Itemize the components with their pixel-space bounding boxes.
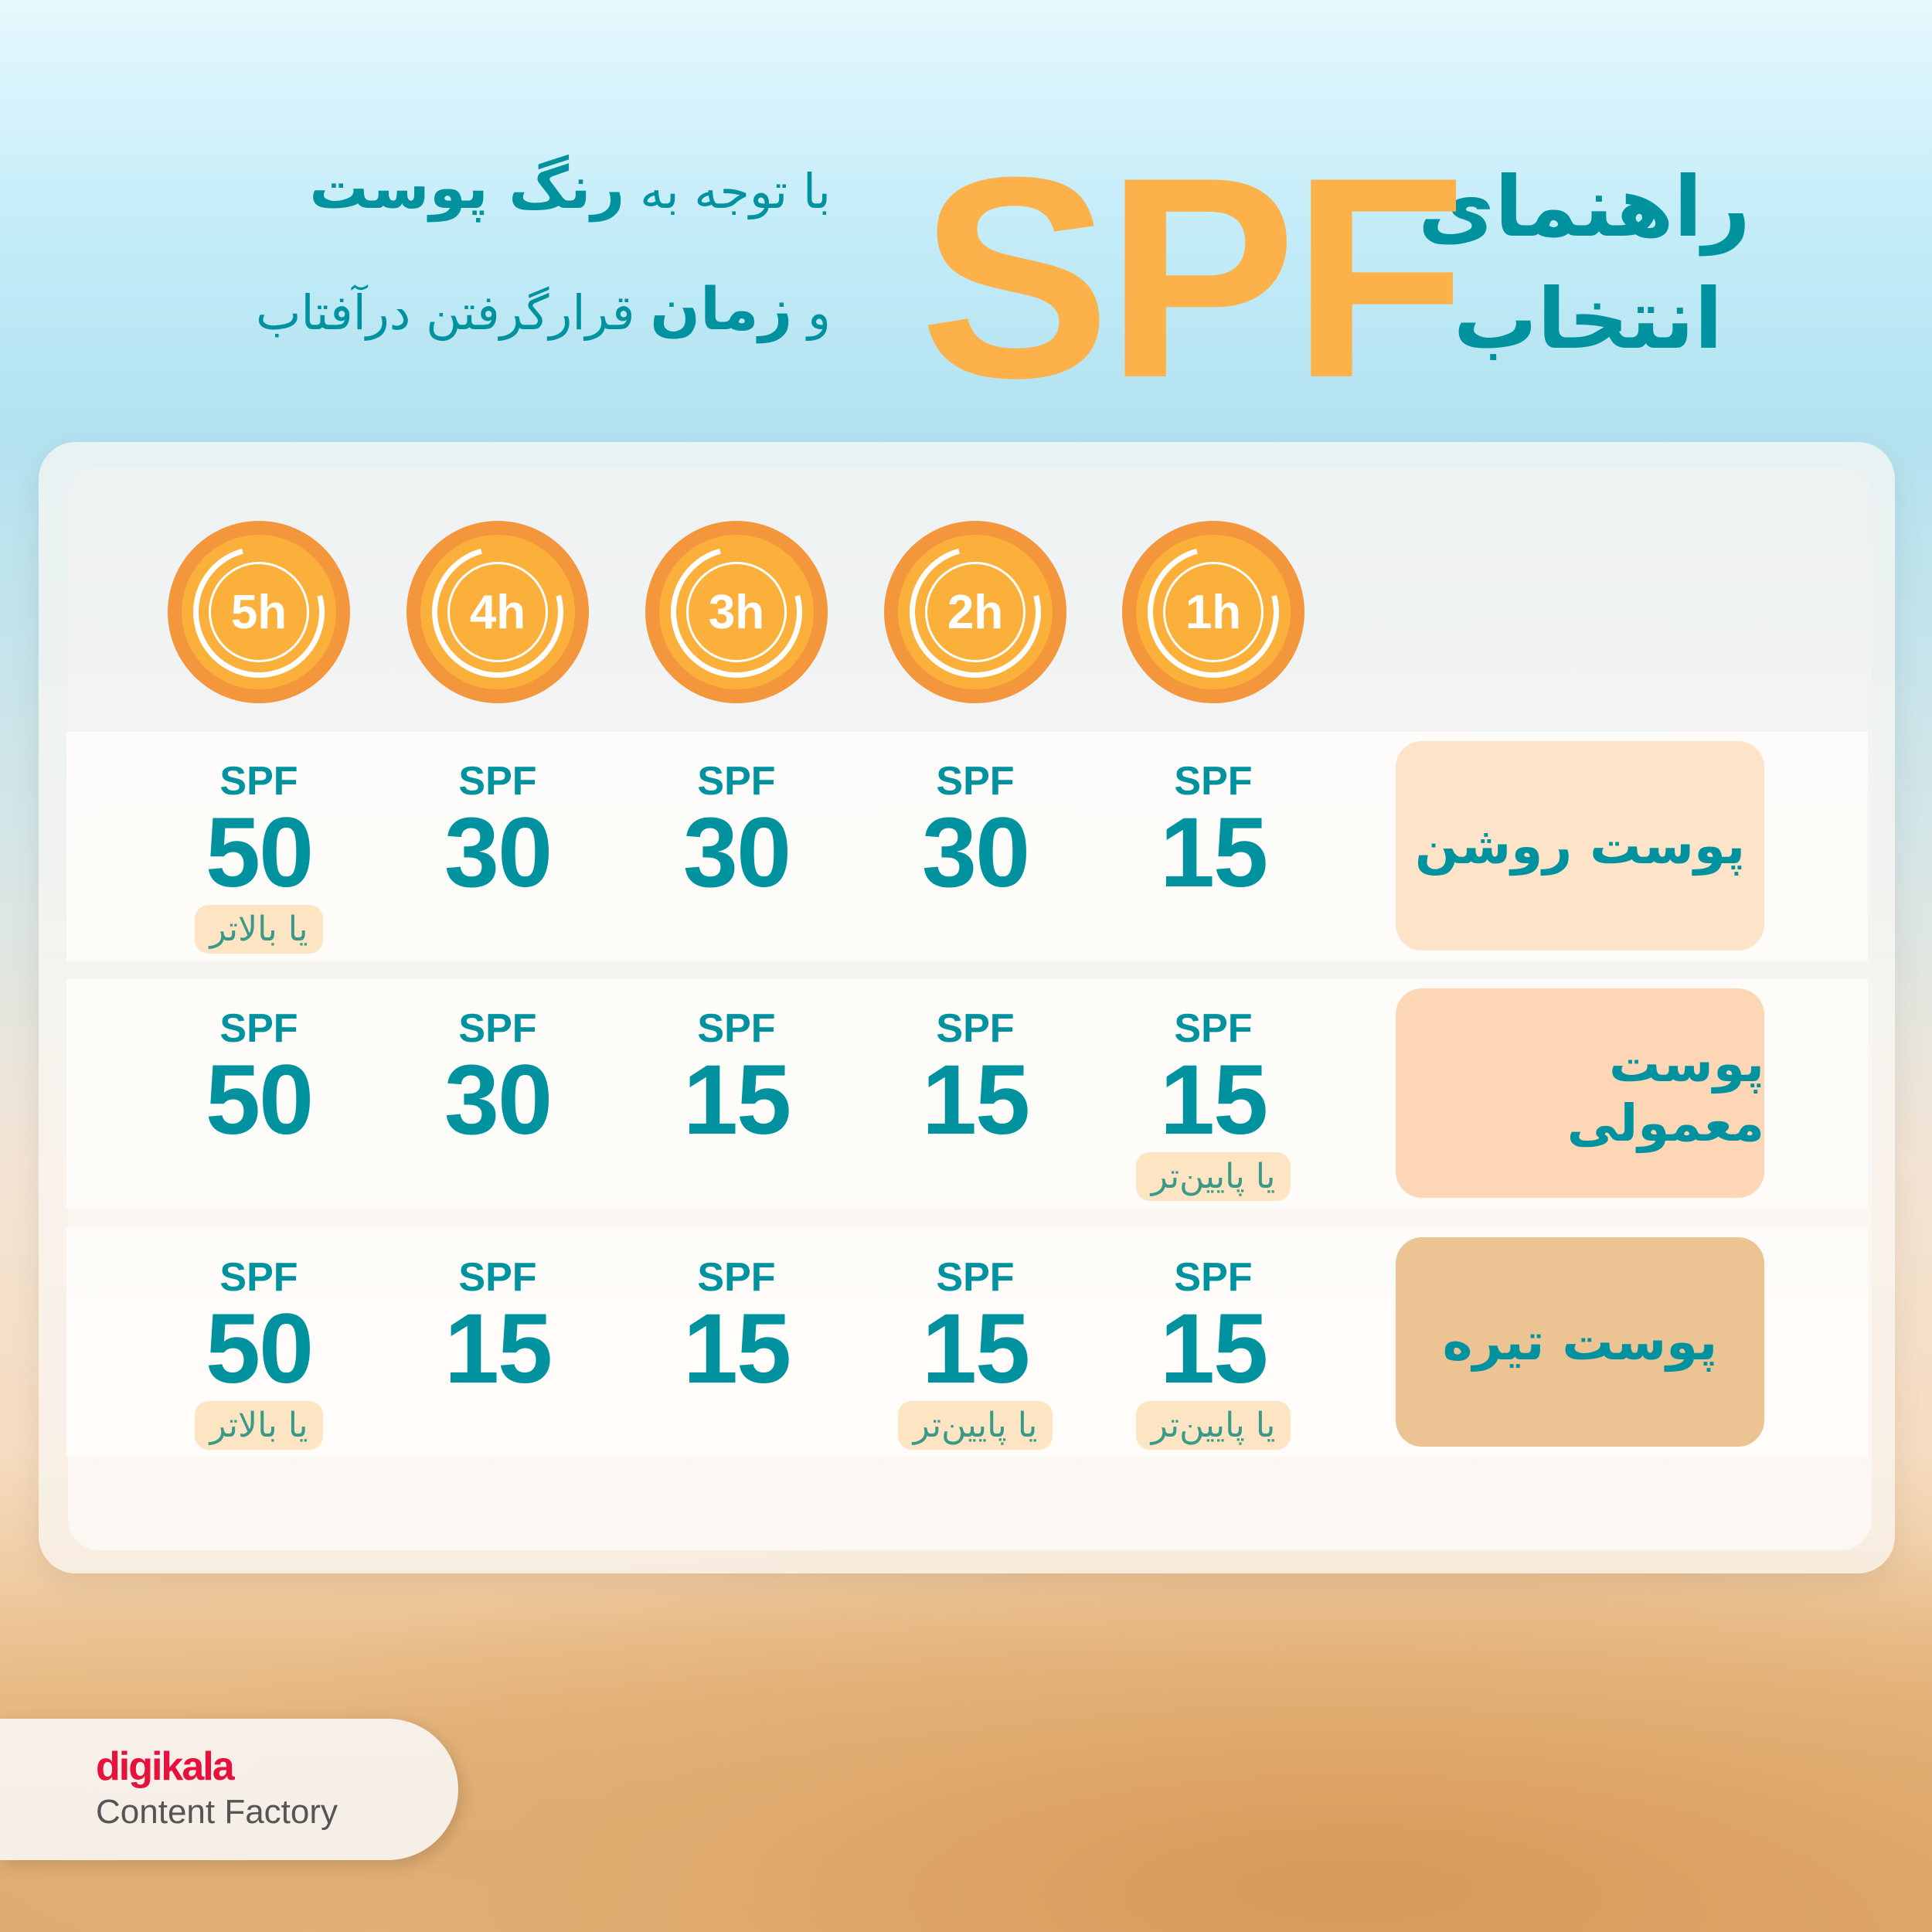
spf-heading: SPF [920,118,1467,437]
spf-value: 50 [205,1045,314,1155]
spf-cell: SPF 15 [1113,761,1314,905]
spf-cell: SPF 15 [875,1009,1076,1152]
hour-label: 3h [708,585,765,639]
spf-label: SPF [219,1255,298,1300]
clock-icon: 1h [1122,521,1304,703]
hour-label: 4h [469,585,526,639]
spf-label: SPF [697,1006,776,1051]
spf-cell: SPF 15 [397,1257,598,1401]
skin-type-label: پوست معمولی [1396,988,1764,1198]
hour-label: 1h [1185,585,1242,639]
spf-label: SPF [936,1006,1015,1051]
spf-value: 15 [682,1294,791,1404]
spf-cell: SPF 50 یا بالاتر [158,761,359,954]
hour-label: 5h [230,585,287,639]
spf-label: SPF [1174,1255,1253,1300]
spf-value: 15 [1159,1045,1268,1155]
spf-value: 15 [921,1045,1030,1155]
spf-cell: SPF 30 [875,761,1076,905]
spf-value: 50 [205,1294,314,1404]
spf-value: 15 [1159,1294,1268,1404]
subtitle-text: با توجه به [640,163,831,219]
spf-cell: SPF 15 [636,1009,837,1152]
subtitle-text: قرارگرفتن درآفتاب [256,284,635,341]
spf-label: SPF [697,1255,776,1300]
spf-note: یا پایین‌تر [1135,1152,1291,1202]
spf-value: 30 [921,798,1030,908]
spf-value: 30 [444,798,553,908]
hour-label: 2h [947,585,1004,639]
spf-cell: SPF 30 [397,1009,598,1152]
digikala-logo: digikala [96,1744,235,1789]
skin-type-label: پوست تیره [1396,1237,1764,1447]
spf-label: SPF [1174,1006,1253,1051]
spf-label: SPF [458,1006,537,1051]
title-line-1: راهنمای [1417,159,1750,256]
logo-tagline: Content Factory [96,1793,338,1831]
spf-cell: SPF 50 [158,1009,359,1152]
spf-label: SPF [458,1255,537,1300]
clock-icon: 2h [884,521,1066,703]
skin-type-label: پوست روشن [1396,741,1764,951]
spf-value: 50 [205,798,314,908]
spf-note: یا بالاتر [194,905,324,954]
spf-cell: SPF 30 [397,761,598,905]
spf-value: 15 [682,1045,791,1155]
spf-cell: SPF 15 [636,1257,837,1401]
subtitle-text: و [808,284,831,341]
spf-note: یا بالاتر [194,1401,324,1451]
spf-label: SPF [219,759,298,804]
logo-badge: digikala Content Factory [0,1719,458,1860]
spf-label: SPF [1174,759,1253,804]
spf-label: SPF [936,759,1015,804]
spf-cell: SPF 50 یا بالاتر [158,1255,359,1451]
title-line-2: انتخاب [1453,271,1723,368]
subtitle-bold: زمان [650,274,793,343]
spf-note: یا پایین‌تر [897,1401,1053,1451]
clock-icon: 4h [406,521,589,703]
spf-cell: SPF 15 یا پایین‌تر [1113,1006,1314,1202]
spf-note: یا پایین‌تر [1135,1401,1291,1451]
spf-value: 15 [444,1294,553,1404]
spf-label: SPF [936,1255,1015,1300]
spf-label: SPF [458,759,537,804]
subtitle-line-2: و زمان قرارگرفتن درآفتاب [256,280,831,338]
subtitle-bold: رنگ پوست [309,153,625,222]
subtitle-line-1: با توجه به رنگ پوست [309,158,831,217]
spf-label: SPF [219,1006,298,1051]
spf-value: 15 [1159,798,1268,908]
clock-icon: 3h [645,521,828,703]
spf-cell: SPF 15 یا پایین‌تر [875,1255,1076,1451]
spf-value: 30 [682,798,791,908]
spf-label: SPF [697,759,776,804]
clock-icon: 5h [168,521,350,703]
spf-value: 30 [444,1045,553,1155]
spf-value: 15 [921,1294,1030,1404]
spf-cell: SPF 30 [636,761,837,905]
spf-cell: SPF 15 یا پایین‌تر [1113,1255,1314,1451]
